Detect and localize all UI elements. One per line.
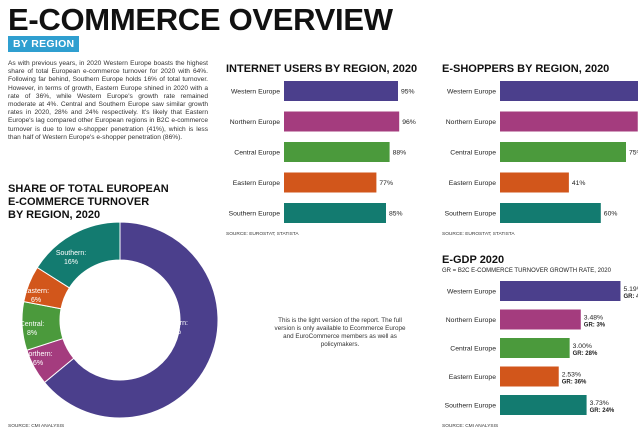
bar-value-label: 88% (393, 150, 407, 157)
bar-category-label: Eastern Europe (449, 374, 496, 381)
bar-category-label: Western Europe (447, 89, 496, 96)
bar-central (284, 142, 390, 162)
internet-users-title: INTERNET USERS BY REGION, 2020 (226, 63, 418, 75)
donut-slice-name: Western: (160, 320, 188, 327)
bar-central (500, 142, 626, 162)
donut-slice-name: Northern: (23, 351, 52, 358)
donut-slice-value: 6% (31, 297, 41, 304)
share-chart-title-line-1: SHARE OF TOTAL EUROPEAN (8, 183, 169, 195)
egdp-source: SOURCE: CMI ANALYSIS (442, 424, 499, 429)
bar-category-label: Eastern Europe (449, 180, 496, 187)
egdp-bar-chart: Western Europe 5.19%GR: 4% Northern Europe… (445, 281, 638, 415)
bar-category-label: Eastern Europe (233, 180, 280, 187)
bar-southern (500, 395, 587, 415)
donut-slice-value: 6% (33, 360, 43, 367)
bar-category-label: Southern Europe (445, 403, 497, 410)
e-shoppers-bar-chart: Western Europe86%Northern Europe82%Centr… (445, 81, 638, 223)
bar-category-label: Northern Europe (446, 317, 496, 324)
bar-category-label: Southern Europe (229, 211, 281, 218)
bar-category-label: Central Europe (450, 346, 496, 353)
bar-value-label: 5.19% (623, 286, 638, 293)
bar-growth-label: GR: 36% (562, 380, 587, 386)
bar-northern (284, 111, 400, 132)
share-chart-title-line-2: E-COMMERCE TURNOVER (8, 196, 150, 208)
bar-value-label: 3.73% (590, 400, 609, 407)
bar-category-label: Western Europe (447, 289, 496, 296)
bar-central (500, 338, 570, 358)
bar-category-label: Central Europe (234, 150, 280, 157)
donut-slice-name: Central: (20, 321, 45, 328)
bar-eastern (500, 366, 559, 387)
egdp-subtitle: GR = B2C E-COMMERCE TURNOVER GROWTH RATE… (442, 268, 611, 274)
bar-growth-label: GR: 4% (623, 294, 638, 300)
share-donut-chart: Western: 64% Northern: 6% Central: 8% Eastern:… (20, 221, 219, 419)
donut-slice-value: 8% (27, 330, 37, 337)
bar-value-label: 96% (402, 119, 416, 126)
bar-value-label: 60% (604, 211, 618, 218)
e-shoppers-title: E-SHOPPERS BY REGION, 2020 (442, 63, 610, 75)
bar-growth-label: GR: 28% (573, 351, 598, 357)
egdp-title: E-GDP 2020 (442, 254, 505, 266)
donut-slice-name: Southern: (56, 250, 86, 257)
donut-slice-value: 64% (167, 329, 181, 336)
share-chart-source: SOURCE: CMI ANALYSIS (8, 424, 65, 429)
bar-value-label: 95% (401, 89, 415, 96)
donut-slice-western (43, 221, 219, 419)
page-title: E-COMMERCE OVERVIEW (8, 2, 393, 37)
bar-southern (284, 203, 386, 223)
bar-value-label: 3.48% (584, 315, 603, 322)
section-badge: BY REGION (8, 36, 80, 52)
bar-value-label: 3.00% (573, 343, 592, 350)
donut-slice-southern (36, 221, 121, 289)
intro-paragraph: As with previous years, in 2020 Western … (8, 60, 208, 141)
share-chart-title-line-3: BY REGION, 2020 (8, 209, 101, 221)
bar-category-label: Central Europe (450, 150, 496, 157)
bar-eastern (284, 172, 377, 193)
bar-value-label: 41% (572, 180, 586, 187)
bar-eastern (500, 172, 569, 193)
bar-western (284, 81, 398, 101)
donut-slice-value: 16% (64, 259, 78, 266)
bar-northern (500, 111, 638, 132)
e-shoppers-source: SOURCE: EUROSTAT; STATISTA (442, 232, 515, 237)
bar-western (500, 281, 621, 301)
bar-category-label: Northern Europe (230, 119, 280, 126)
bar-value-label: 77% (379, 180, 393, 187)
light-version-note: This is the light version of the report.… (274, 317, 406, 348)
bar-value-label: 75% (629, 150, 638, 157)
bar-value-label: 85% (389, 211, 403, 218)
bar-category-label: Southern Europe (445, 211, 497, 218)
bar-value-label: 2.53% (562, 372, 581, 379)
bar-growth-label: GR: 24% (590, 408, 615, 414)
bar-category-label: Northern Europe (446, 119, 496, 126)
internet-users-bar-chart: Western Europe 95% Northern Europe 96% Centr… (229, 81, 416, 223)
bar-northern (500, 309, 581, 330)
donut-slice-name: Eastern: (23, 288, 49, 295)
bar-southern (500, 203, 601, 223)
bar-western (500, 81, 638, 101)
internet-users-source: SOURCE: EUROSTAT; STATISTA (226, 232, 299, 237)
share-chart-title: SHARE OF TOTAL EUROPEAN E-COMMERCE TURNO… (8, 183, 169, 222)
bar-category-label: Western Europe (231, 89, 280, 96)
bar-growth-label: GR: 3% (584, 323, 606, 329)
